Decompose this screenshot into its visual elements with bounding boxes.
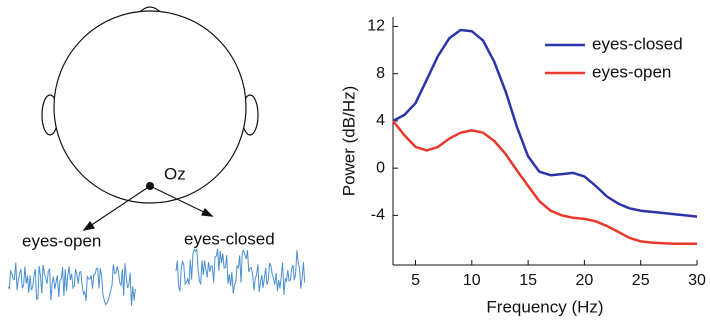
legend-label: eyes-open (592, 62, 671, 81)
x-tick-label: 5 (411, 272, 420, 289)
arrow-left (83, 185, 151, 231)
head-diagram (41, 6, 259, 231)
line (392, 120, 697, 245)
eeg-trace (175, 248, 306, 295)
electrode (146, 182, 154, 190)
arrow-right (149, 185, 213, 217)
electrode-label: Oz (164, 164, 186, 183)
x-tick-label: 25 (632, 272, 650, 289)
x-axis-label: Frequency (Hz) (486, 297, 603, 316)
y-tick-label: 12 (367, 18, 385, 35)
x-tick-label: 15 (519, 272, 537, 289)
y-tick-label: -4 (371, 207, 385, 224)
x-tick-label: 10 (463, 272, 481, 289)
y-axis-label: Power (dB/Hz) (339, 86, 358, 197)
legend-label: eyes-closed (592, 34, 683, 53)
x-tick-label: 30 (688, 272, 706, 289)
chart: -4 0 4 8 12 5 10 15 20 25 30 Frequency (Hz) Power (d… (339, 17, 706, 316)
line (392, 28, 698, 218)
arrowhead (82, 220, 95, 231)
arrowhead (201, 207, 214, 217)
eeg-trace (7, 262, 136, 306)
y-tick-label: 0 (376, 159, 385, 176)
condition-label: eyes-closed (184, 229, 275, 248)
condition-label: eyes-open (22, 231, 101, 250)
x-tick-label: 20 (576, 272, 594, 289)
head (53, 10, 247, 204)
y-tick-label: 8 (376, 65, 385, 82)
y-tick-label: 4 (376, 112, 385, 129)
